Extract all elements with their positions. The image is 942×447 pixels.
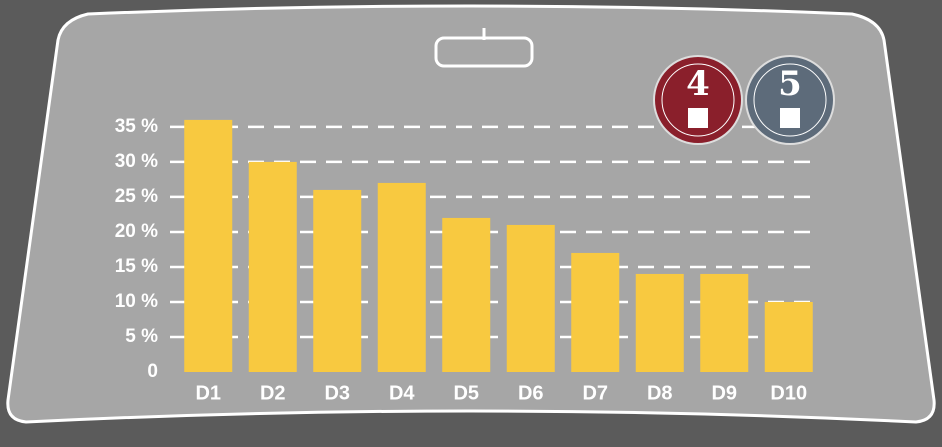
mirror-mount	[434, 36, 534, 68]
x-tick-label: D5	[453, 382, 479, 404]
bar	[571, 252, 620, 372]
x-tick-label: D8	[647, 382, 673, 404]
bar	[764, 301, 813, 372]
bar	[184, 119, 233, 372]
sticker-code	[780, 108, 800, 128]
bar	[700, 273, 749, 372]
sticker-disc	[745, 55, 835, 145]
bar	[248, 161, 297, 372]
sticker-ring	[753, 63, 827, 137]
x-tick-label: D9	[711, 382, 737, 404]
bar	[635, 273, 684, 372]
sticker: 5	[745, 55, 835, 145]
y-tick-label: 20 %	[115, 221, 158, 242]
sticker-disc	[653, 55, 743, 145]
x-tick-label: D2	[260, 382, 286, 404]
bar	[506, 224, 555, 372]
bar	[442, 217, 491, 372]
y-tick-label: 30 %	[115, 151, 158, 172]
y-tick-label: 10 %	[115, 291, 158, 312]
x-tick-label: D1	[195, 382, 221, 404]
y-tick-label: 35 %	[115, 116, 158, 137]
sticker-number: 5	[778, 64, 802, 104]
sticker-ring	[661, 63, 735, 137]
y-tick-label: 5 %	[125, 326, 158, 347]
x-tick-label: D7	[582, 382, 608, 404]
x-tick-label: D6	[518, 382, 544, 404]
sticker: 4	[653, 55, 743, 145]
x-tick-label: D10	[770, 382, 807, 404]
y-tick-label: 25 %	[115, 186, 158, 207]
sticker-code	[688, 108, 708, 128]
bar	[377, 182, 426, 372]
y-tick-label: 0	[147, 361, 158, 382]
sticker-number: 4	[686, 64, 710, 104]
y-tick-label: 15 %	[115, 256, 158, 277]
x-tick-label: D4	[389, 382, 415, 404]
bar	[313, 189, 362, 372]
x-tick-label: D3	[324, 382, 350, 404]
